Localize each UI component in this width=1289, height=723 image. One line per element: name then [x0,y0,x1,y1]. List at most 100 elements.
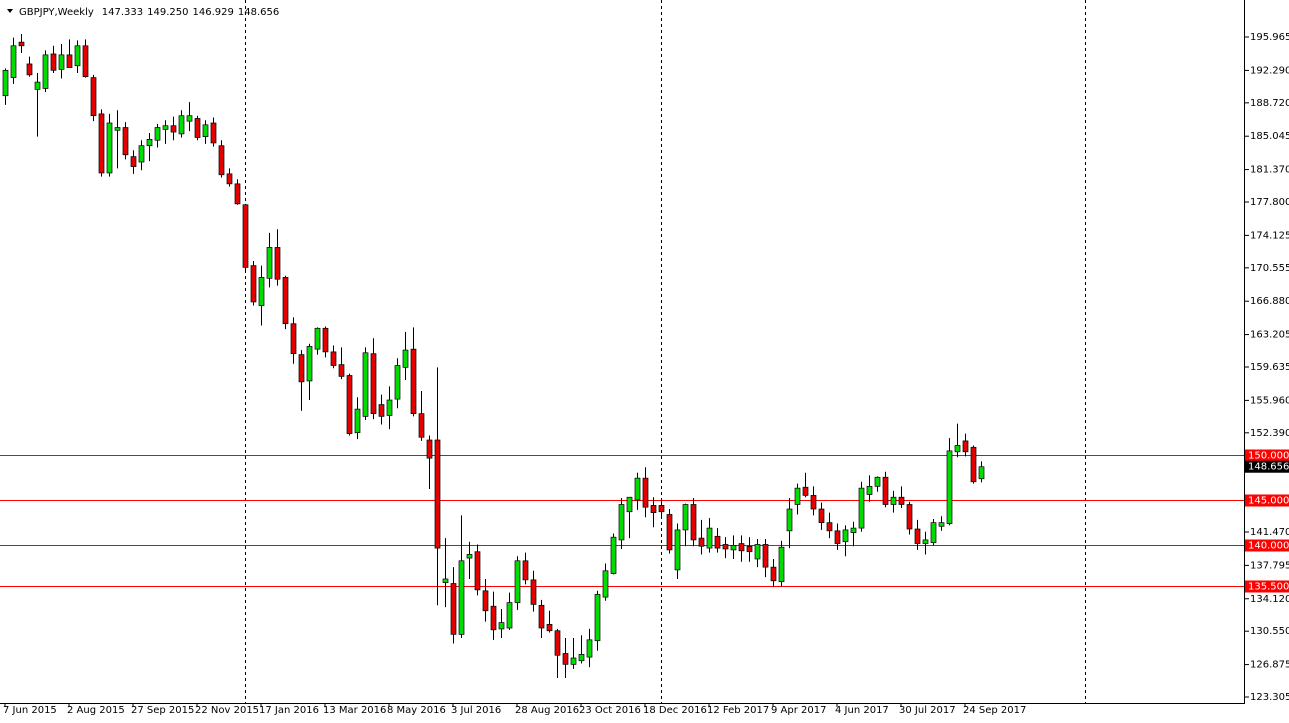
x-tick-label: 23 Oct 2016 [579,705,641,716]
candle-body [626,496,633,513]
candle-body [738,543,745,552]
candle-body [978,466,985,480]
candle-body [210,122,217,144]
candle-body [482,590,489,612]
candle-body [458,560,465,635]
y-tick-label: 163.205 [1250,330,1289,341]
candle-body [250,265,257,303]
candle-body [682,504,689,531]
candle-body [658,505,665,513]
candle-body [818,508,825,524]
candle-body [554,630,561,656]
candle-body [938,522,945,527]
low-label: 146.929 [193,7,234,18]
candle-body [802,486,809,496]
candle-body [546,624,553,632]
candle-body [834,530,841,544]
candle-body [10,45,17,78]
candle-body [762,544,769,568]
candle-body [562,653,569,665]
candle-body [298,354,305,383]
y-tick-label: 152.390 [1250,428,1289,439]
candle-body [130,156,137,167]
candle-body [354,408,361,434]
candle-body [922,539,929,544]
candle-body [162,125,169,130]
candle-body [858,487,865,529]
x-tick-label: 22 Nov 2015 [195,705,259,716]
candle-body [522,560,529,581]
candle-body [730,545,737,551]
candle-body [722,544,729,550]
candle-body [674,529,681,571]
candle-body [450,583,457,635]
candle-body [186,115,193,122]
candle-body [618,504,625,541]
level-label: 140.000 [1248,541,1289,552]
candle-body [74,45,81,67]
x-tick-label: 18 Dec 2016 [643,705,707,716]
candle-body [138,145,145,163]
candle-body [586,639,593,658]
candle-body [898,496,905,505]
level-label-box [1245,539,1289,552]
y-tick-label: 123.305 [1250,692,1289,703]
candle-body [914,528,921,544]
candle-body [58,54,65,70]
candle-body [106,122,113,174]
open-label: 147.333 [102,7,143,18]
x-tick-label: 2 Aug 2015 [67,705,125,716]
candle-body [410,348,417,415]
chart-title: GBPJPY,Weekly [19,7,94,18]
y-tick-label: 192.290 [1250,65,1289,76]
x-tick-label: 24 Sep 2017 [963,705,1026,716]
candle-body [706,527,713,549]
candle-body [394,365,401,400]
y-tick-label: 181.370 [1250,165,1289,176]
candle-body [122,127,129,156]
candle-body [698,537,705,547]
candle-body [594,594,601,642]
candle-body [882,476,889,505]
candle-body [570,657,577,665]
candle-body [330,351,337,366]
candle-body [306,346,313,382]
candle-body [490,605,497,631]
candle-body [266,247,273,279]
y-tick-label: 188.720 [1250,98,1289,109]
candle-body [2,69,9,97]
x-tick-label: 30 Jul 2017 [899,705,956,716]
candle-body [666,514,673,551]
candle-body [178,115,185,135]
level-label: 145.000 [1248,496,1289,507]
candle-body [642,477,649,508]
candle-body [426,439,433,459]
candle-body [34,81,41,90]
candle-body [386,399,393,416]
y-tick-label: 126.875 [1250,660,1289,671]
y-tick-label: 134.120 [1250,594,1289,605]
plot [0,33,1245,678]
level-label-box [1245,494,1289,507]
level-label-box [1245,580,1289,593]
candle-body [578,654,585,662]
candle-body [970,446,977,483]
chart-header: GBPJPY,Weekly 147.333 149.250 146.929 148.65… [19,7,279,18]
close-label: 148.656 [238,7,279,18]
candle-body [290,323,297,355]
candle-body [770,566,777,582]
candle-body [402,349,409,368]
x-tick-label: 17 Jan 2016 [259,705,319,716]
candle-body [378,404,385,417]
candle-body [66,54,73,68]
x-tick-label: 9 Apr 2017 [771,705,826,716]
candle-body [242,204,249,268]
candle-body [194,118,201,138]
candle-body [714,535,721,549]
candle-body [82,45,89,78]
candle-body [226,173,233,185]
y-tick-label: 159.635 [1250,362,1289,373]
candle-body [906,504,913,530]
candle-body [954,445,961,453]
